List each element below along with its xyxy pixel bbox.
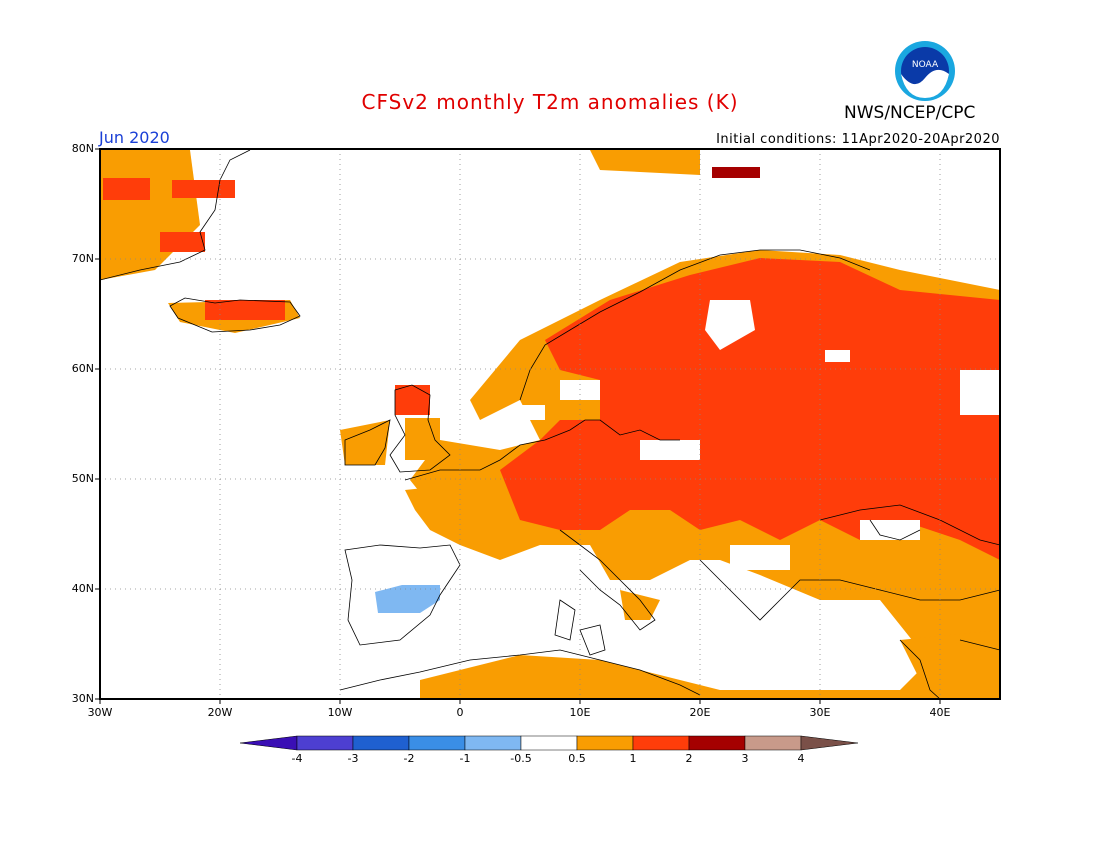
lon-label: 30W [87,706,113,719]
lon-label: 10E [569,706,591,719]
anomaly-region [395,385,430,415]
colorbar-swatch [688,735,746,751]
neutral-region [860,520,920,540]
lat-label: 70N [71,252,94,265]
coastline [579,624,606,656]
colorbar-label: 0.5 [568,752,586,765]
anomaly-region [712,167,760,178]
anomaly-region [205,300,285,320]
anomaly-region [160,232,205,252]
anomaly-region [172,180,235,198]
colorbar-label: 3 [741,752,749,765]
lon-label: 40E [929,706,951,719]
lon-label: 30E [809,706,831,719]
anomaly-region [100,150,200,280]
colorbar-swatch [408,735,466,751]
colorbar-swatch [296,735,354,751]
chart-title: CFSv2 monthly T2m anomalies (K) [361,90,739,114]
anomaly-region [340,420,390,465]
coastline [169,297,301,333]
agency-label: NWS/NCEP/CPC [844,103,976,123]
neutral-region [825,350,850,362]
anomaly-region [405,480,520,545]
lat-label: 60N [71,362,94,375]
colorbar-label: -1 [459,752,471,765]
colorbar-label: 2 [685,752,693,765]
colorbar-label: -0.5 [510,752,532,765]
coastline [344,419,391,466]
anomaly-region [590,150,700,175]
anomaly-region [620,590,660,620]
coastline [959,639,1001,651]
lat-label: 80N [71,142,94,155]
colorbar-label: -4 [291,752,303,765]
anomaly-cells [100,150,1000,700]
lat-label: 30N [71,692,94,705]
colorbar-swatch [576,735,634,751]
lon-label: 10W [327,706,353,719]
anomaly-region [900,630,1000,700]
map-frame [99,148,1001,700]
coastline [559,529,656,631]
lat-label: 40N [71,582,94,595]
noaa-logo: NOAA [895,41,955,101]
anomaly-region [420,640,1000,700]
coastline [519,249,871,401]
colorbar-swatch [632,735,690,751]
neutral-region [960,370,1000,415]
coastline [344,544,461,646]
coastline [99,149,251,281]
logo-text: NOAA [912,60,939,70]
colorbar-label: 1 [629,752,637,765]
grid-lines [100,149,1000,699]
coastline [699,559,1001,621]
coastline [899,639,941,700]
lon-label: 20E [689,706,711,719]
coastlines [99,149,1001,700]
lat-label: 50N [71,472,94,485]
colorbar-swatch [744,735,802,751]
colorbar-label: -2 [403,752,415,765]
coastline [389,384,451,473]
colorbar-swatch [352,735,410,751]
anomaly-region [375,585,440,613]
neutral-region [640,440,700,460]
colorbar-swatch [464,735,522,751]
colorbar [239,735,859,751]
forecast-month: Jun 2020 [99,128,170,147]
colorbar-label: -3 [347,752,359,765]
initial-conditions: Initial conditions: 11Apr2020-20Apr2020 [716,132,1000,147]
neutral-region [705,300,755,350]
coastline [404,419,680,481]
lon-label: 20W [207,706,233,719]
colorbar-arrow-high [800,735,859,751]
neutral-region [730,545,790,570]
lon-label: 0 [456,706,464,719]
coastline [869,519,921,541]
colorbar-swatch [520,735,578,751]
neutral-region [520,405,545,420]
coastline [554,599,576,641]
anomaly-region [500,258,1000,560]
coastline [339,649,701,696]
colorbar-label: 4 [797,752,805,765]
anomaly-region [103,178,150,200]
colorbar-arrow-low [239,735,298,751]
coastline [819,504,1001,546]
